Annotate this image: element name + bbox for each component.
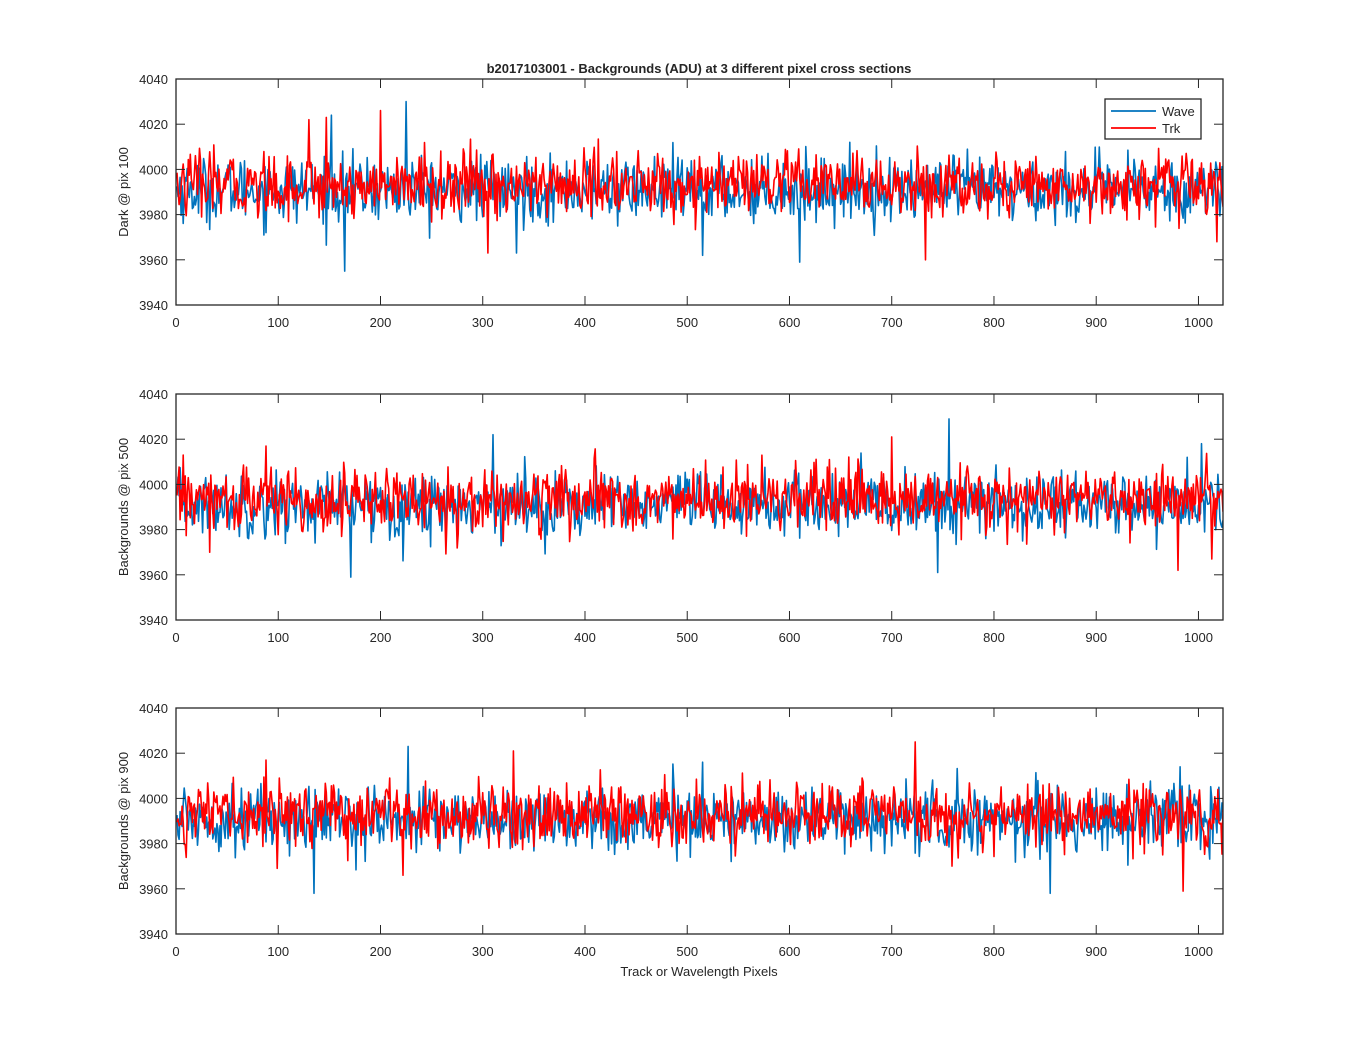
x-tick-label: 500: [676, 315, 698, 330]
y-tick-label: 4020: [139, 117, 168, 132]
figure-title: b2017103001 - Backgrounds (ADU) at 3 dif…: [487, 61, 912, 76]
x-tick-label: 300: [472, 630, 494, 645]
y-tick-label: 4000: [139, 791, 168, 806]
legend-label-wave: Wave: [1162, 104, 1195, 119]
y-tick-label: 4000: [139, 162, 168, 177]
legend-label-trk: Trk: [1162, 121, 1181, 136]
x-tick-label: 700: [881, 630, 903, 645]
x-tick-label: 900: [1085, 315, 1107, 330]
axes-box: [175, 707, 1224, 935]
y-tick-label: 3940: [139, 613, 168, 628]
x-tick-label: 600: [779, 944, 801, 959]
chart-panel-1: 0 100 200 300 400 500 600 700 800 900 1000 3940 3960…: [116, 72, 1224, 330]
x-tick-label: 100: [267, 630, 289, 645]
x-tick-label: 500: [676, 944, 698, 959]
series-line-trk: [176, 741, 1223, 892]
axes-box: [175, 78, 1224, 306]
x-tick-label: 400: [574, 944, 596, 959]
x-tick-label: 200: [370, 944, 392, 959]
x-tick-label: 800: [983, 315, 1005, 330]
y-tick-label: 4020: [139, 746, 168, 761]
x-tick-label: 700: [881, 944, 903, 959]
y-tick-label: 3960: [139, 253, 168, 268]
y-axis-label: Backgrounds @ pix 500: [116, 438, 131, 576]
x-tick-label: 400: [574, 315, 596, 330]
x-tick-label: 400: [574, 630, 596, 645]
y-tick-label: 4000: [139, 477, 168, 492]
x-tick-label: 300: [472, 315, 494, 330]
y-tick-label: 3980: [139, 208, 168, 223]
x-tick-label: 200: [370, 630, 392, 645]
x-tick-label: 600: [779, 315, 801, 330]
series-line-trk: [176, 109, 1223, 261]
y-tick-label: 3960: [139, 568, 168, 583]
chart-panel-2: 0 100 200 300 400 500 600 700 800 900 1000 3940 3960…: [116, 387, 1224, 645]
axes-box: [175, 393, 1224, 621]
x-tick-label: 700: [881, 315, 903, 330]
series-line-trk: [176, 436, 1223, 572]
x-tick-label: 300: [472, 944, 494, 959]
x-tick-label: 900: [1085, 630, 1107, 645]
x-tick-label: 100: [267, 315, 289, 330]
legend-box: [1104, 98, 1202, 140]
x-tick-label: 0: [172, 944, 179, 959]
x-tick-label: 0: [172, 315, 179, 330]
x-tick-label: 800: [983, 944, 1005, 959]
panels: 0 100 200 300 400 500 600 700 800 900 100039403960…: [116, 72, 1224, 959]
x-tick-label: 800: [983, 630, 1005, 645]
x-tick-label: 1000: [1184, 630, 1213, 645]
x-tick-label: 0: [172, 630, 179, 645]
x-tick-label: 1000: [1184, 944, 1213, 959]
x-axis-label: Track or Wavelength Pixels: [620, 964, 778, 979]
y-tick-label: 3940: [139, 298, 168, 313]
y-tick-label: 4040: [139, 387, 168, 402]
y-axis-label: Backgrounds @ pix 900: [116, 752, 131, 890]
y-tick-label: 3940: [139, 927, 168, 942]
series-line-wave: [176, 745, 1223, 895]
y-tick-label: 4020: [139, 432, 168, 447]
x-tick-label: 1000: [1184, 315, 1213, 330]
chart-panel-3: 0 100 200 300 400 500 600 700 800 900 1000 3940 3960…: [116, 701, 1224, 959]
y-tick-label: 4040: [139, 72, 168, 87]
y-tick-label: 3960: [139, 882, 168, 897]
x-tick-label: 500: [676, 630, 698, 645]
y-axis-label: Dark @ pix 100: [116, 147, 131, 237]
y-tick-label: 3980: [139, 837, 168, 852]
legend: Wave Trk: [1104, 98, 1202, 140]
x-tick-label: 100: [267, 944, 289, 959]
x-tick-label: 900: [1085, 944, 1107, 959]
x-tick-label: 200: [370, 315, 392, 330]
x-tick-label: 600: [779, 630, 801, 645]
y-tick-label: 3980: [139, 523, 168, 538]
y-tick-label: 4040: [139, 701, 168, 716]
